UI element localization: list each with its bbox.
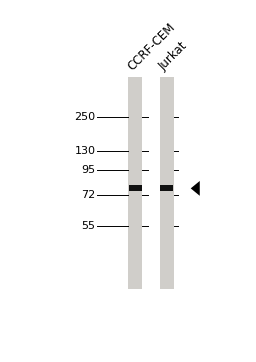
Text: 72: 72 [81,190,95,200]
Bar [129,185,142,191]
Text: 95: 95 [81,165,95,175]
Text: 130: 130 [74,146,95,156]
Text: 250: 250 [74,112,95,122]
Text: Jurkat: Jurkat [157,39,190,73]
Text: 55: 55 [81,221,95,231]
Bar [128,77,142,289]
Text: CCRF-CEM: CCRF-CEM [125,20,178,73]
Bar [160,77,174,289]
Bar [161,185,173,191]
Polygon shape [191,181,200,196]
